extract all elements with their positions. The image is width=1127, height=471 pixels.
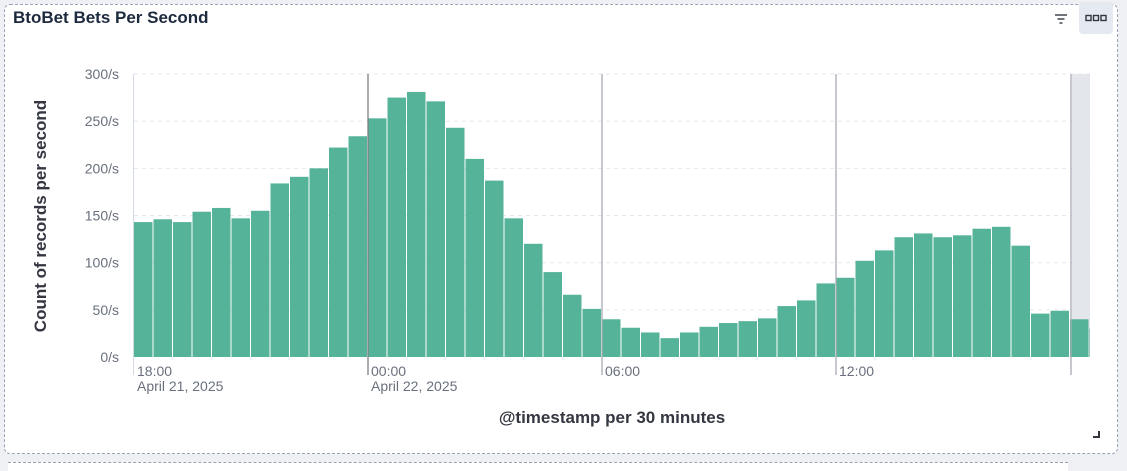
- bar[interactable]: [485, 180, 504, 357]
- filter-button[interactable]: [1050, 8, 1072, 30]
- bar[interactable]: [582, 308, 602, 357]
- bar[interactable]: [816, 283, 836, 357]
- bar[interactable]: [1011, 245, 1031, 357]
- bar[interactable]: [1070, 319, 1089, 357]
- x-tick-label: 12:00: [839, 363, 874, 379]
- bar[interactable]: [972, 228, 992, 357]
- y-tick-label: 150/s: [85, 208, 119, 224]
- panel-options-button[interactable]: [1079, 2, 1113, 34]
- bar[interactable]: [348, 136, 368, 357]
- x-tick-label: 00:00: [371, 363, 406, 379]
- bar[interactable]: [621, 327, 641, 357]
- filter-icon: [1055, 14, 1067, 24]
- y-tick-label: 300/s: [85, 66, 119, 82]
- x-axis-title: @timestamp per 30 minutes: [499, 408, 725, 427]
- bar[interactable]: [192, 211, 212, 357]
- bar[interactable]: [309, 168, 329, 357]
- bar[interactable]: [329, 147, 348, 357]
- more-options-icon: [1085, 14, 1107, 22]
- bar[interactable]: [524, 243, 543, 357]
- bar[interactable]: [231, 218, 251, 357]
- bar[interactable]: [719, 323, 738, 357]
- panel-title: BtoBet Bets Per Second: [13, 8, 209, 27]
- bar[interactable]: [563, 294, 582, 357]
- bar[interactable]: [173, 222, 192, 357]
- resize-handle[interactable]: [1092, 427, 1102, 438]
- bar[interactable]: [270, 183, 290, 357]
- bar[interactable]: [153, 219, 173, 357]
- bar[interactable]: [251, 210, 270, 357]
- bar[interactable]: [855, 260, 875, 357]
- bar[interactable]: [641, 332, 660, 357]
- bar[interactable]: [894, 237, 914, 357]
- bar[interactable]: [914, 233, 933, 357]
- y-tick-label: 50/s: [93, 302, 119, 318]
- bar[interactable]: [875, 250, 894, 357]
- bar[interactable]: [992, 226, 1011, 357]
- y-tick-label: 250/s: [85, 113, 119, 129]
- bar[interactable]: [1031, 313, 1050, 357]
- bar[interactable]: [368, 118, 387, 357]
- bar[interactable]: [680, 332, 699, 357]
- bar[interactable]: [660, 338, 680, 357]
- bar[interactable]: [1050, 310, 1070, 357]
- bar[interactable]: [836, 277, 855, 357]
- x-tick-sublabel: April 21, 2025: [137, 378, 224, 394]
- bar[interactable]: [543, 272, 563, 357]
- bar[interactable]: [465, 158, 485, 357]
- x-tick-label: 06:00: [605, 363, 640, 379]
- resize-handle-icon: [1093, 431, 1100, 438]
- bar[interactable]: [777, 306, 797, 357]
- bar[interactable]: [602, 319, 621, 357]
- bar[interactable]: [1089, 328, 1091, 357]
- bar[interactable]: [738, 321, 758, 357]
- bar[interactable]: [446, 127, 465, 358]
- y-tick-label: 100/s: [85, 255, 119, 271]
- bar[interactable]: [134, 222, 153, 357]
- bar[interactable]: [407, 91, 426, 357]
- bar[interactable]: [212, 207, 231, 357]
- bar[interactable]: [699, 326, 719, 357]
- bar[interactable]: [426, 101, 446, 358]
- bar[interactable]: [933, 237, 953, 357]
- x-tick-label: 18:00: [137, 363, 172, 379]
- bar[interactable]: [387, 97, 407, 357]
- bar[interactable]: [953, 235, 972, 357]
- y-axis-title: Count of records per second: [31, 100, 50, 332]
- next-panel-edge: [8, 462, 1068, 471]
- y-tick-label: 200/s: [85, 160, 119, 176]
- y-tick-label: 0/s: [100, 349, 119, 365]
- bar[interactable]: [290, 176, 309, 357]
- bar[interactable]: [758, 318, 777, 357]
- bar[interactable]: [797, 300, 816, 357]
- x-tick-sublabel: April 22, 2025: [371, 378, 458, 394]
- bar[interactable]: [504, 218, 524, 357]
